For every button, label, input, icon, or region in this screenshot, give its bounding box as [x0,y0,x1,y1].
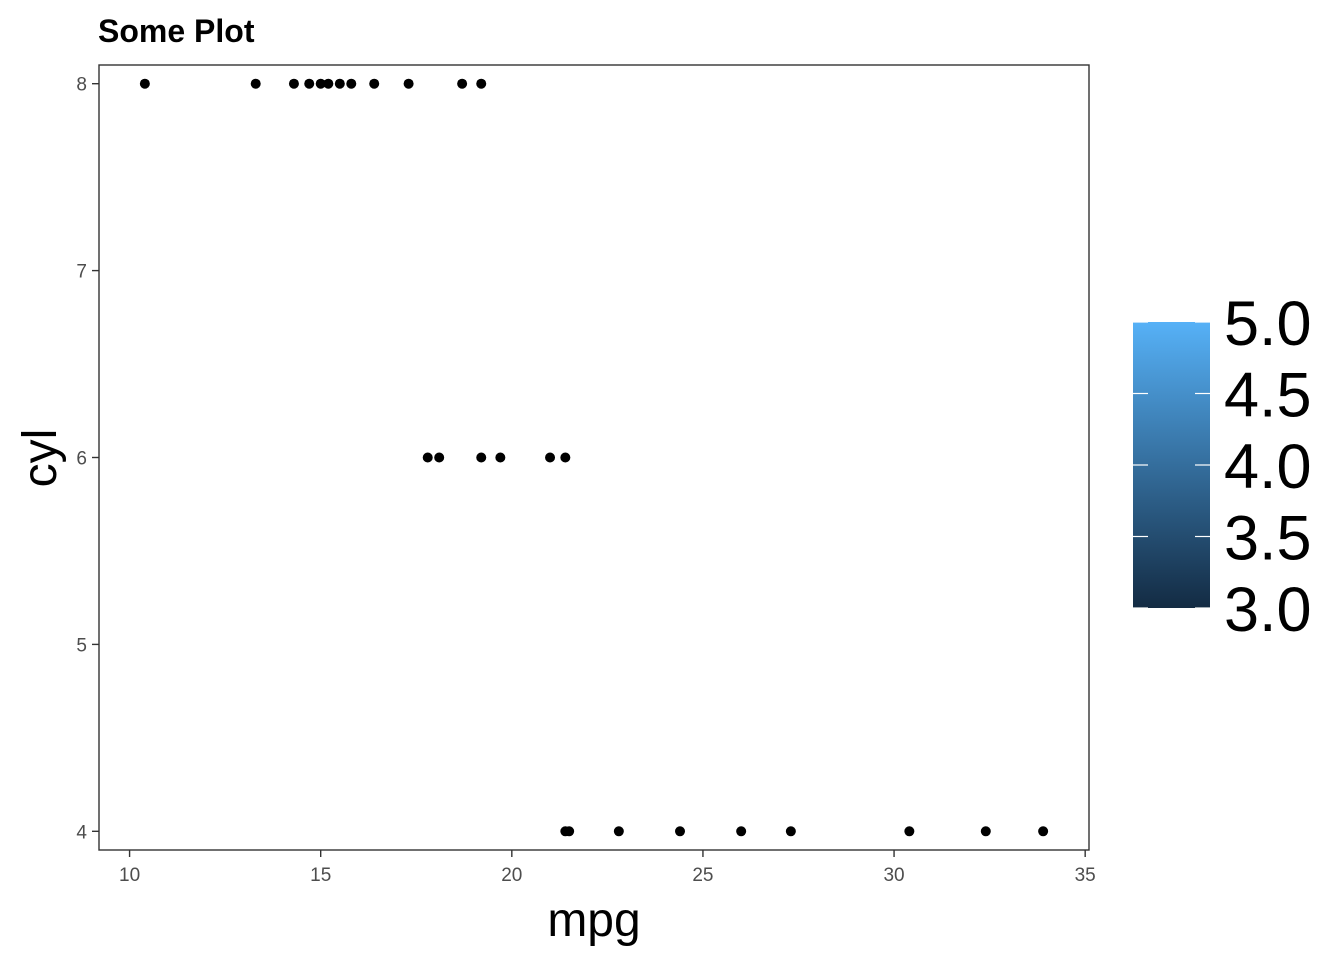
data-point [980,826,991,837]
y-axis: 4 5 6 7 8 [76,75,99,843]
data-point [476,452,487,463]
data-point [495,452,506,463]
x-tick-label: 30 [883,865,904,886]
data-point [139,78,150,89]
y-tick-label: 6 [76,449,87,470]
data-point [346,78,357,89]
x-tick-label: 35 [1075,865,1096,886]
data-point [1038,826,1049,837]
data-point [904,826,915,837]
data-point [323,78,334,89]
data-point [476,78,487,89]
data-point [334,78,345,89]
data-point [288,78,299,89]
colorbar-label: 3.5 [1224,504,1312,574]
x-axis-title: mpg [547,894,640,947]
colorbar-label: 5.0 [1224,289,1312,359]
plot-title: Some Plot [98,13,255,49]
data-point [403,78,414,89]
data-point [250,78,261,89]
data-point [304,78,315,89]
y-tick-label: 5 [76,635,87,656]
data-point [422,452,433,463]
data-point [369,78,380,89]
data-point [736,826,747,837]
y-tick-label: 8 [76,75,87,96]
colorbar-legend: 3.03.54.04.55.0 [1133,289,1312,645]
y-tick-label: 4 [76,822,87,843]
y-axis-title: cyl [14,429,67,488]
plot-panel [98,64,1090,851]
data-point [434,452,445,463]
data-point [457,78,468,89]
y-tick-label: 7 [76,262,87,283]
data-point [545,452,556,463]
data-point [315,78,326,89]
x-axis: 10 15 20 25 30 35 [119,850,1096,886]
data-point [785,826,796,837]
x-tick-label: 20 [501,865,522,886]
data-point [675,826,686,837]
data-points [139,78,1049,837]
colorbar-label: 4.0 [1224,432,1312,502]
colorbar-label: 3.0 [1224,575,1312,645]
x-tick-label: 15 [310,865,331,886]
x-tick-label: 25 [692,865,713,886]
data-point [613,826,624,837]
data-point [564,826,575,837]
colorbar-label: 4.5 [1224,361,1312,431]
data-point [560,452,571,463]
x-tick-label: 10 [119,865,140,886]
